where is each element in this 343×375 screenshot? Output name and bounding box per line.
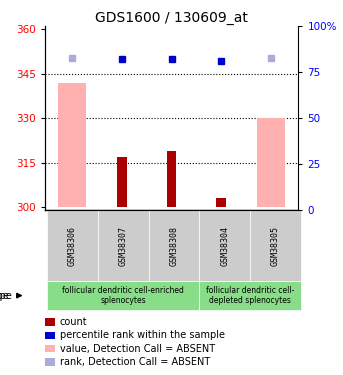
Bar bbox=[149, 210, 199, 281]
Bar bbox=[166, 151, 177, 207]
Bar bbox=[45, 332, 55, 339]
Bar bbox=[47, 281, 199, 310]
Bar bbox=[216, 198, 226, 207]
Text: percentile rank within the sample: percentile rank within the sample bbox=[60, 330, 225, 340]
Text: GSM38304: GSM38304 bbox=[220, 226, 229, 266]
Bar bbox=[257, 118, 285, 207]
Text: GSM38305: GSM38305 bbox=[271, 226, 280, 266]
Text: follicular dendritic cell-enriched
splenocytes: follicular dendritic cell-enriched splen… bbox=[62, 286, 184, 305]
Text: rank, Detection Call = ABSENT: rank, Detection Call = ABSENT bbox=[60, 357, 210, 367]
Bar bbox=[250, 210, 301, 281]
Bar bbox=[98, 210, 149, 281]
Bar bbox=[45, 318, 55, 326]
Text: GSM38307: GSM38307 bbox=[119, 226, 128, 266]
Bar bbox=[45, 358, 55, 366]
Title: GDS1600 / 130609_at: GDS1600 / 130609_at bbox=[95, 11, 248, 25]
Text: follicular dendritic cell-
depleted splenocytes: follicular dendritic cell- depleted sple… bbox=[206, 286, 294, 305]
Text: value, Detection Call = ABSENT: value, Detection Call = ABSENT bbox=[60, 344, 215, 354]
Text: cell type: cell type bbox=[0, 291, 24, 301]
Text: cell type: cell type bbox=[0, 291, 9, 301]
Text: GSM38308: GSM38308 bbox=[169, 226, 179, 266]
Bar bbox=[199, 281, 301, 310]
Bar bbox=[199, 210, 250, 281]
Bar bbox=[58, 82, 86, 207]
Text: GSM38306: GSM38306 bbox=[68, 226, 77, 266]
Bar bbox=[47, 210, 98, 281]
Text: count: count bbox=[60, 317, 87, 327]
Bar bbox=[45, 345, 55, 352]
Bar bbox=[117, 157, 127, 207]
